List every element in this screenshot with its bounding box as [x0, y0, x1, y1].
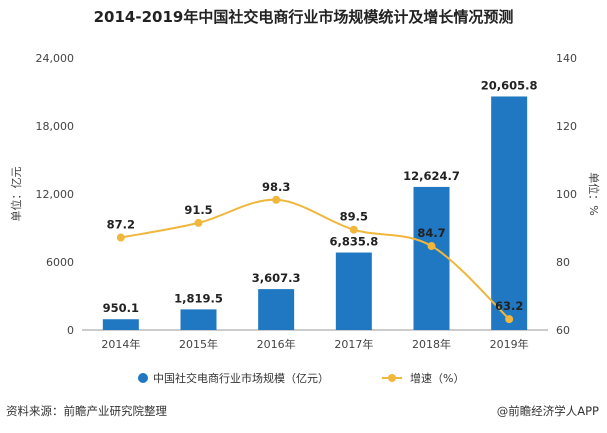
axes: 0 6000 12,000 18,000 24,000 60 80 100 120 140 单位：亿…	[9, 52, 601, 351]
line-point	[505, 315, 514, 324]
legend-bar-marker	[138, 373, 148, 383]
right-tick-label: 120	[556, 120, 577, 133]
line-value-label: 91.5	[184, 203, 212, 217]
line-point	[272, 195, 281, 204]
left-axis-title: 单位：亿元	[9, 167, 23, 222]
legend-line-marker	[388, 374, 396, 382]
line-value-label: 84.7	[417, 226, 445, 240]
bar-value-label: 12,624.7	[403, 169, 460, 183]
bar-value-label: 3,607.3	[252, 271, 301, 285]
left-tick-label: 24,000	[36, 52, 75, 65]
left-tick-label: 6000	[46, 256, 74, 269]
x-tick-label: 2019年	[490, 337, 529, 351]
x-tick-label: 2018年	[412, 337, 451, 351]
line-point	[349, 225, 358, 234]
right-axis-title: 单位：%	[587, 172, 601, 215]
data-labels: 950.1 1,819.5 3,607.3 6,835.8 12,624.7 20,605…	[103, 78, 538, 315]
right-tick-label: 100	[556, 188, 577, 201]
chart-title: 2014-2019年中国社交电商行业市场规模统计及增长情况预测	[93, 8, 514, 26]
line-value-label: 87.2	[107, 218, 135, 232]
brand-credit: @前瞻经济学人APP	[496, 404, 599, 418]
right-tick-label: 140	[556, 52, 577, 65]
x-tick-label: 2015年	[179, 337, 218, 351]
bar-value-label: 6,835.8	[329, 235, 378, 249]
bar	[180, 309, 217, 330]
bar	[335, 252, 372, 330]
source-note: 资料来源：前瞻产业研究院整理	[6, 404, 167, 418]
x-tick-label: 2017年	[334, 337, 373, 351]
legend-line-label: 增速（%）	[410, 371, 464, 385]
bar-value-label: 1,819.5	[174, 291, 223, 305]
line-value-label: 63.2	[495, 299, 523, 313]
bar-series	[102, 96, 528, 331]
left-tick-label: 12,000	[36, 188, 75, 201]
right-tick-label: 60	[556, 324, 570, 337]
line-value-label: 89.5	[340, 210, 368, 224]
bar	[258, 289, 295, 330]
line-point	[116, 233, 125, 242]
line-point	[427, 242, 436, 251]
bar	[413, 186, 450, 330]
right-tick-label: 80	[556, 256, 570, 269]
line-value-label: 98.3	[262, 180, 290, 194]
bar-value-label: 20,605.8	[481, 78, 538, 92]
left-tick-label: 18,000	[36, 120, 75, 133]
bar-value-label: 950.1	[103, 301, 139, 315]
left-tick-label: 0	[67, 324, 74, 337]
bar	[102, 319, 139, 330]
bar	[491, 96, 528, 331]
line-series	[116, 195, 514, 324]
line-point	[194, 218, 203, 227]
x-tick-label: 2016年	[257, 337, 296, 351]
legend: 中国社交电商行业市场规模（亿元） 增速（%）	[138, 371, 464, 385]
legend-bar-label: 中国社交电商行业市场规模（亿元）	[153, 371, 329, 385]
x-tick-label: 2014年	[101, 337, 140, 351]
